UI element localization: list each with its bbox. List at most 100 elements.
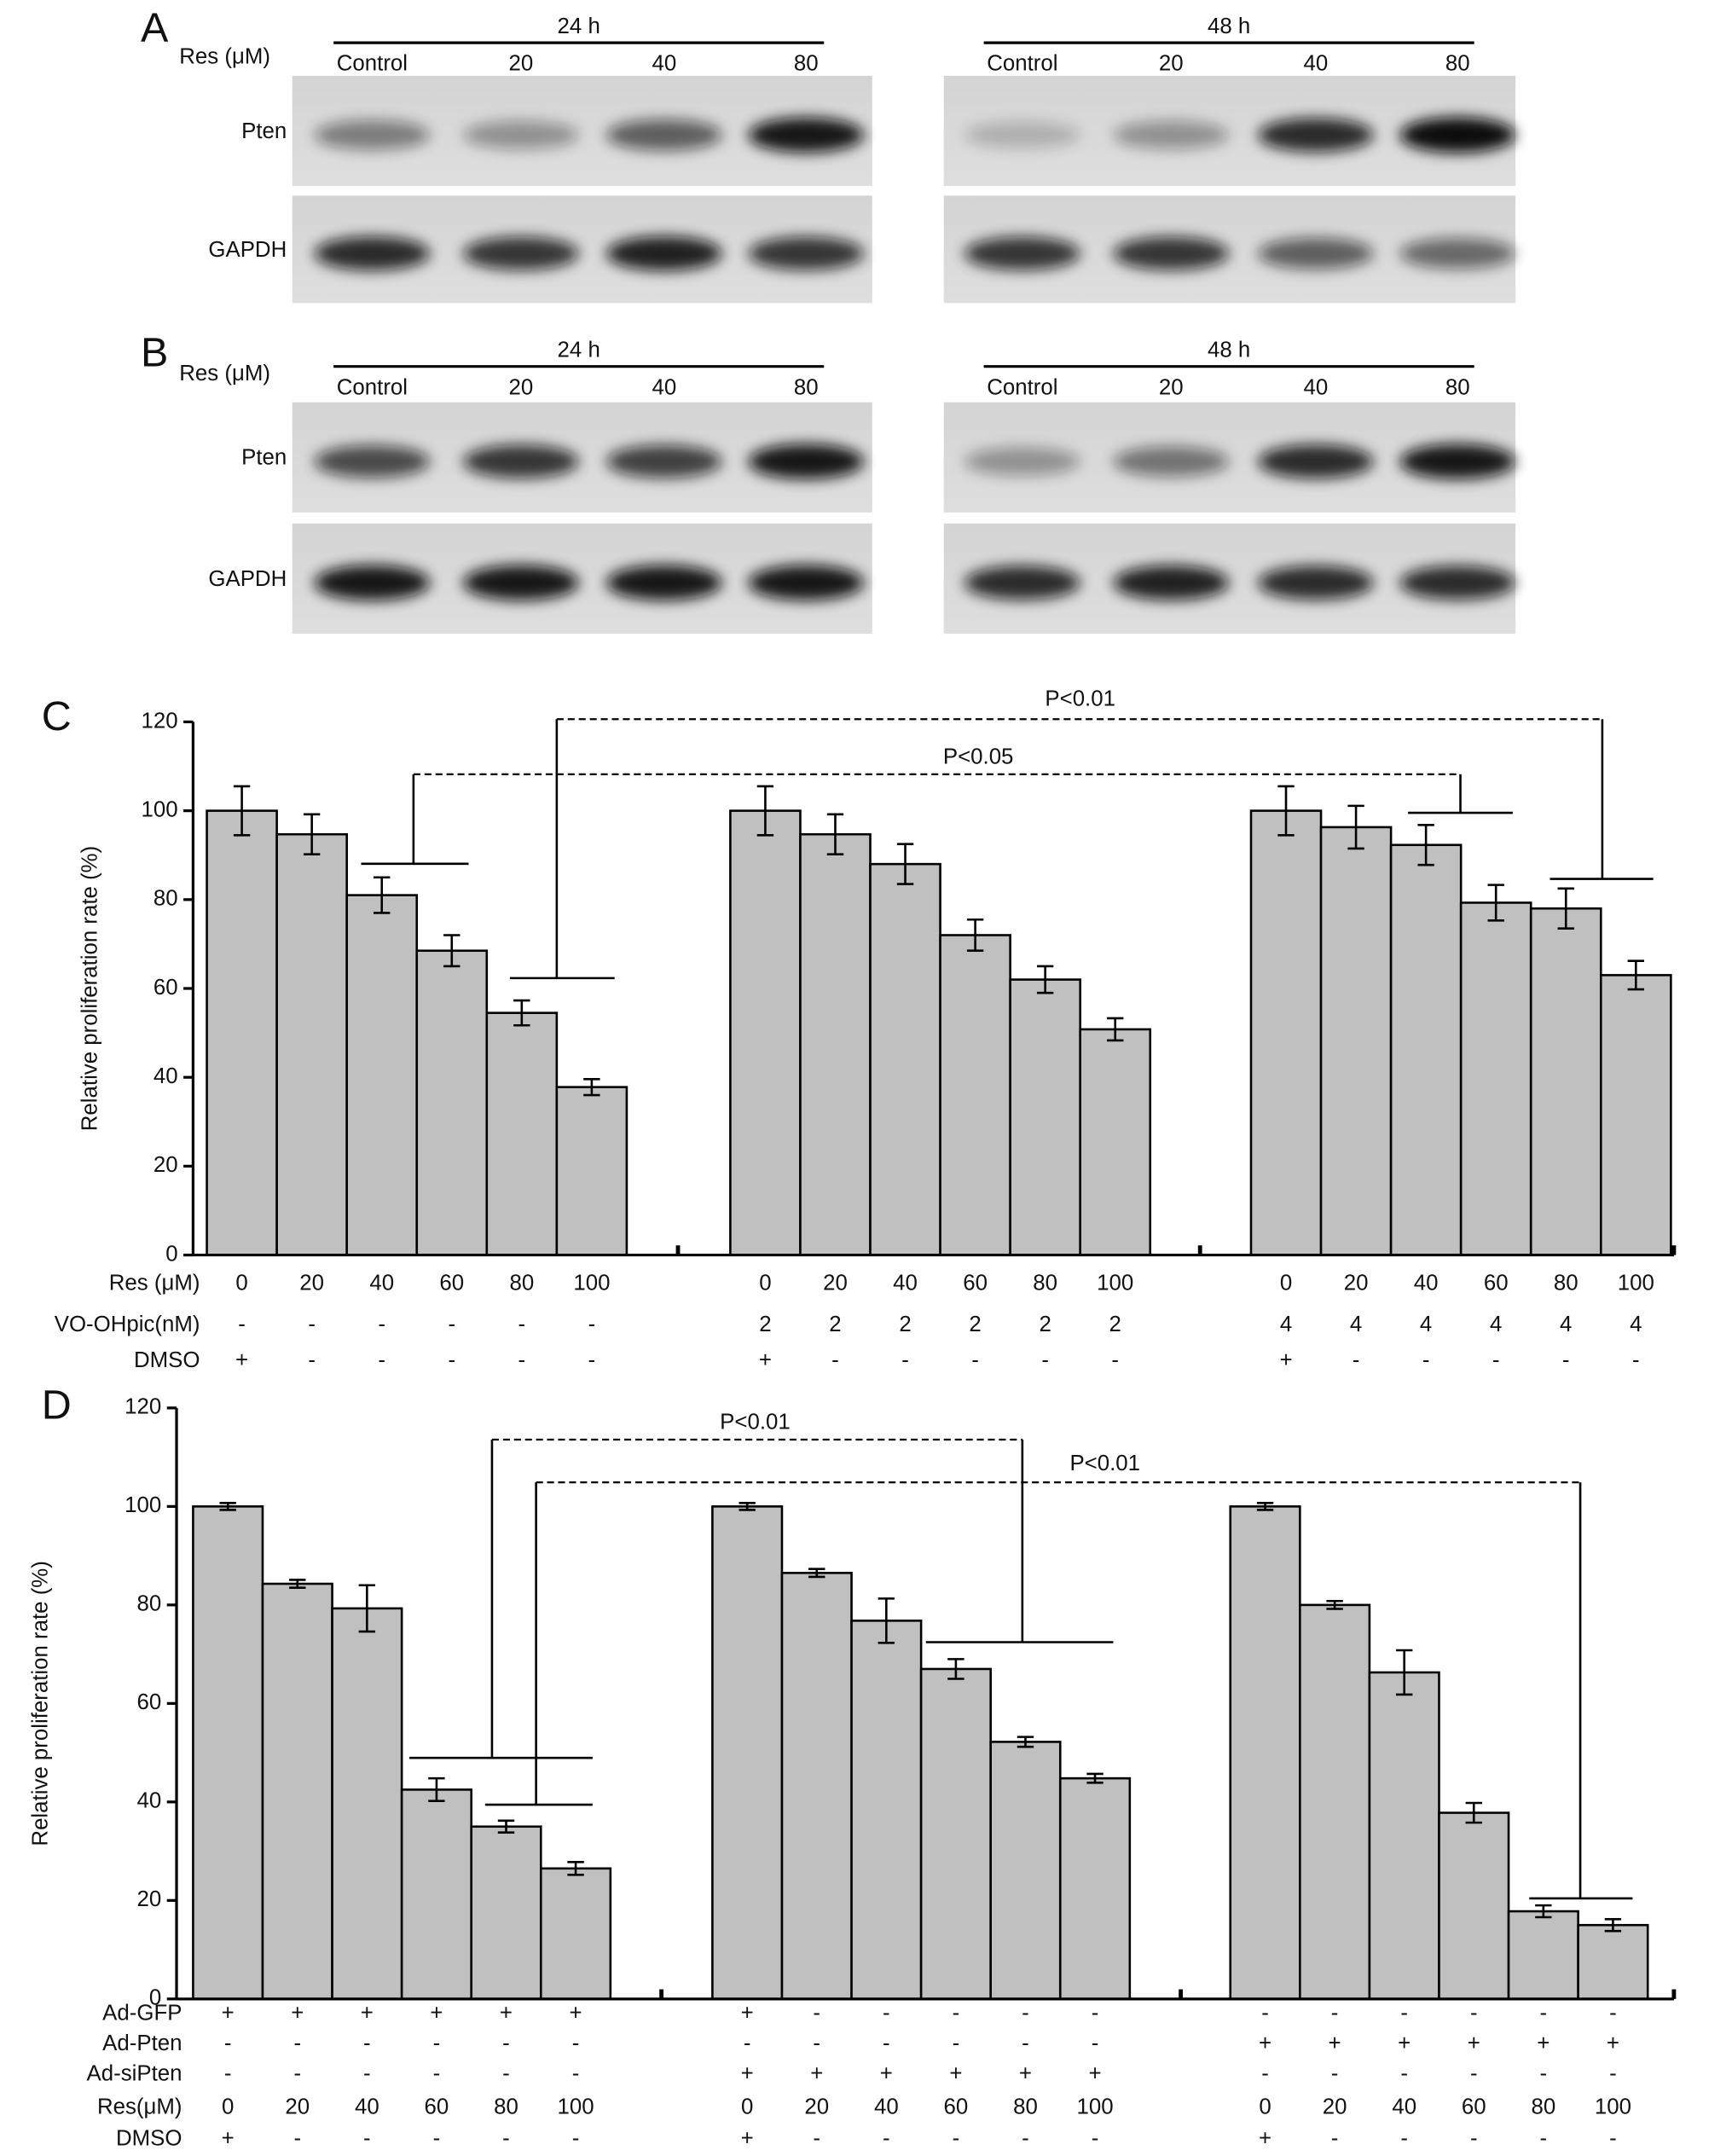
- row-cell: 40: [893, 1271, 918, 1295]
- row-cell: 60: [1462, 2095, 1486, 2118]
- row-cell: +: [1259, 2126, 1271, 2150]
- row-label: Ad-siPten: [87, 2062, 182, 2086]
- blot-band: [748, 443, 865, 479]
- blot-band: [606, 444, 722, 478]
- row-cell: -: [518, 1348, 526, 1372]
- row-cell: -: [588, 1348, 596, 1372]
- y-tick-label: 0: [165, 1242, 177, 1266]
- row-cell: +: [222, 2126, 235, 2150]
- row-cell: -: [744, 2031, 751, 2055]
- row-cell: 80: [1013, 2095, 1038, 2118]
- bar: [1009, 978, 1081, 1256]
- blot-band: [1399, 117, 1516, 154]
- error-bar: [1487, 884, 1504, 922]
- y-tick-label: 120: [142, 709, 178, 733]
- blot-band: [314, 565, 431, 600]
- row-cell: 2: [899, 1313, 911, 1336]
- row-label: Ad-GFP: [102, 2001, 182, 2025]
- bar: [780, 1572, 853, 2001]
- lane-label: Control: [987, 52, 1057, 76]
- row-cell: -: [502, 2126, 510, 2150]
- row-cell: +: [759, 1348, 772, 1372]
- y-tick-label: 80: [154, 887, 178, 911]
- error-bar: [1396, 1649, 1413, 1696]
- bar: [1249, 809, 1323, 1256]
- bar: [729, 809, 802, 1256]
- row-cell: 40: [355, 2095, 379, 2118]
- row-cell: 20: [1323, 2095, 1347, 2118]
- blot-band: [606, 565, 722, 600]
- row-cell: 20: [1344, 1271, 1369, 1295]
- bar: [261, 1582, 333, 2001]
- row-cell: -: [883, 2126, 890, 2150]
- row-cell: -: [813, 2031, 820, 2055]
- bar: [939, 934, 1011, 1256]
- lane-label: 80: [794, 52, 819, 76]
- error-bar: [1604, 1917, 1622, 1933]
- y-tick-label: 40: [137, 1789, 162, 1813]
- row-cell: +: [741, 2062, 754, 2086]
- lane-label: 40: [652, 375, 676, 399]
- row-cell: -: [1331, 2001, 1339, 2025]
- row-cell: -: [953, 2001, 960, 2025]
- row-cell: -: [448, 1348, 455, 1372]
- row-cell: -: [901, 1348, 909, 1372]
- blot-band: [463, 120, 579, 150]
- row-cell: 4: [1420, 1313, 1432, 1336]
- row-cell: +: [1329, 2031, 1341, 2055]
- error-bar: [513, 999, 530, 1027]
- error-bar: [233, 785, 251, 837]
- row-cell: -: [363, 2062, 371, 2086]
- row-cell: 60: [439, 1271, 464, 1295]
- row-cell: -: [1092, 2126, 1099, 2150]
- blot-row-label: GAPDH: [208, 238, 287, 262]
- row-cell: +: [570, 2001, 582, 2025]
- row-cell: -: [813, 2126, 820, 2150]
- row-cell: -: [1261, 2001, 1269, 2025]
- blot-row-label: Pten: [241, 119, 287, 143]
- row-cell: -: [572, 2031, 580, 2055]
- row-cell: -: [572, 2126, 580, 2150]
- blot-band: [1399, 443, 1516, 479]
- lane-label: 40: [1304, 52, 1329, 76]
- blot-band: [1258, 565, 1374, 600]
- row-label: Ad-Pten: [102, 2031, 182, 2055]
- time-label: 24 h: [558, 339, 600, 362]
- panel-letter: D: [42, 1382, 72, 1429]
- row-cell: 100: [558, 2095, 594, 2118]
- bar: [1389, 843, 1463, 1256]
- time-label: 24 h: [558, 14, 600, 38]
- bar: [1299, 1603, 1371, 2001]
- row-cell: -: [1492, 1348, 1500, 1372]
- error-bar: [966, 918, 984, 953]
- row-cell: +: [1537, 2031, 1550, 2055]
- row-cell: -: [883, 2031, 890, 2055]
- row-cell: 80: [494, 2095, 518, 2118]
- row-cell: 80: [1033, 1271, 1057, 1295]
- row-cell: 80: [509, 1271, 534, 1295]
- row-cell: -: [224, 2062, 232, 2086]
- row-cell: +: [1089, 2062, 1102, 2086]
- error-bar: [756, 785, 774, 837]
- row-cell: 40: [1414, 1271, 1439, 1295]
- bar: [711, 1505, 784, 2001]
- row-cell: +: [1468, 2031, 1480, 2055]
- row-cell: -: [363, 2031, 371, 2055]
- error-bar: [1535, 1904, 1552, 1919]
- y-axis-label: Relative proliferation rate (%): [29, 1561, 53, 1846]
- error-bar: [1256, 1502, 1274, 1511]
- row-cell: 0: [235, 1271, 247, 1295]
- row-cell: +: [1398, 2031, 1411, 2055]
- row-cell: +: [880, 2062, 893, 2086]
- bar: [400, 1788, 472, 2001]
- lane-label: 80: [794, 375, 819, 399]
- blot-band: [1113, 446, 1230, 477]
- error-bar: [219, 1502, 236, 1511]
- row-cell: 40: [874, 2095, 899, 2118]
- row-cell: +: [741, 2001, 754, 2025]
- blot-band: [748, 117, 865, 153]
- row-cell: -: [572, 2062, 580, 2086]
- blot-band: [964, 447, 1080, 476]
- error-bar: [289, 1579, 306, 1589]
- row-cell: 0: [1280, 1271, 1292, 1295]
